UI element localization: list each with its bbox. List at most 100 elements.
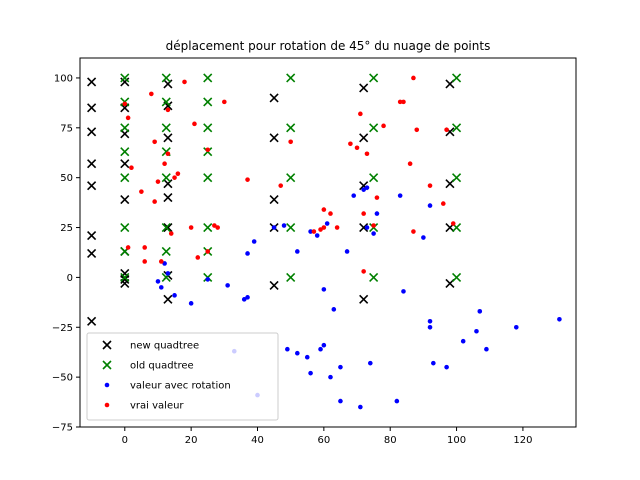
data-point: [168, 231, 174, 236]
data-point: [120, 123, 130, 133]
data-point: [142, 259, 147, 264]
data-point: [245, 251, 250, 256]
data-point: [203, 97, 213, 107]
data-point: [163, 294, 173, 304]
data-point: [364, 151, 370, 157]
data-point: [205, 249, 211, 254]
data-point: [338, 398, 343, 404]
data-point: [295, 249, 300, 254]
legend-entry: vrai valeur: [104, 401, 184, 412]
data-point: [269, 93, 279, 103]
legend-label: new quadtree: [130, 341, 199, 352]
data-point: [162, 261, 167, 266]
y-tick-label: −50: [52, 373, 73, 384]
data-point: [397, 193, 403, 198]
data-point: [142, 245, 147, 250]
data-point: [286, 123, 296, 133]
y-tick-label: 75: [60, 123, 73, 134]
data-point: [321, 225, 327, 230]
data-point: [129, 165, 134, 171]
data-point: [304, 354, 310, 360]
data-point: [451, 123, 462, 133]
data-point: [122, 101, 128, 107]
data-point: [311, 229, 317, 234]
data-point: [175, 171, 181, 176]
x-tick-label: 100: [447, 435, 466, 446]
data-point: [269, 195, 279, 205]
data-point: [411, 75, 416, 81]
data-point: [215, 225, 220, 230]
legend-marker: [104, 402, 110, 408]
legend-marker: [102, 340, 112, 350]
data-point: [161, 73, 171, 83]
series-2: [155, 185, 562, 410]
data-point: [460, 338, 466, 344]
data-point: [278, 183, 284, 188]
data-point: [513, 324, 519, 330]
data-point: [269, 133, 279, 143]
data-point: [401, 99, 406, 105]
data-point: [120, 147, 130, 157]
data-point: [120, 77, 130, 87]
data-point: [295, 350, 300, 356]
data-point: [271, 225, 277, 230]
data-point: [451, 73, 462, 83]
data-point: [285, 346, 290, 352]
data-point: [161, 173, 171, 183]
data-point: [364, 225, 370, 230]
data-point: [338, 364, 343, 370]
data-point: [188, 301, 194, 306]
data-point: [474, 328, 479, 334]
data-point: [369, 272, 379, 282]
data-point: [152, 139, 157, 145]
y-tick-label: 100: [54, 73, 73, 84]
data-point: [328, 374, 333, 380]
series-3: [122, 75, 456, 274]
data-point: [172, 175, 177, 180]
y-tick-label: 25: [60, 223, 73, 234]
legend-entry: valeur avec rotation: [104, 381, 231, 392]
legend-marker: [104, 382, 110, 388]
data-point: [414, 127, 420, 133]
data-point: [364, 185, 370, 190]
data-point: [87, 248, 97, 259]
data-point: [427, 318, 433, 324]
data-point: [87, 77, 97, 87]
data-point: [155, 279, 161, 284]
data-point: [163, 222, 173, 233]
data-point: [477, 309, 483, 314]
data-point: [120, 274, 130, 284]
data-point: [87, 103, 97, 113]
data-point: [203, 73, 213, 83]
data-point: [205, 147, 211, 153]
data-point: [359, 222, 369, 233]
data-point: [401, 289, 406, 294]
data-point: [251, 239, 257, 244]
data-point: [152, 199, 157, 204]
data-point: [374, 211, 380, 216]
y-tick-label: 50: [60, 173, 73, 184]
data-point: [359, 133, 369, 143]
data-point: [286, 73, 296, 83]
data-point: [557, 316, 562, 322]
data-point: [125, 115, 131, 121]
data-point: [120, 195, 130, 205]
data-point: [161, 97, 171, 107]
data-point: [318, 346, 323, 352]
data-point: [139, 189, 144, 194]
x-tick-label: 60: [317, 435, 330, 446]
legend-label: old quadtree: [130, 361, 194, 372]
data-point: [203, 173, 213, 183]
data-point: [351, 193, 357, 198]
data-point: [369, 173, 379, 183]
data-point: [195, 255, 201, 260]
data-point: [451, 272, 462, 282]
legend: new quadtree old quadtree valeur avec rota…: [86, 332, 279, 421]
axes-frame: [79, 57, 577, 428]
x-tick-label: 0: [122, 435, 128, 446]
data-point: [87, 127, 97, 137]
data-point: [359, 294, 369, 304]
legend-marker: [102, 360, 112, 370]
data-point: [165, 151, 171, 157]
data-point: [394, 398, 400, 404]
